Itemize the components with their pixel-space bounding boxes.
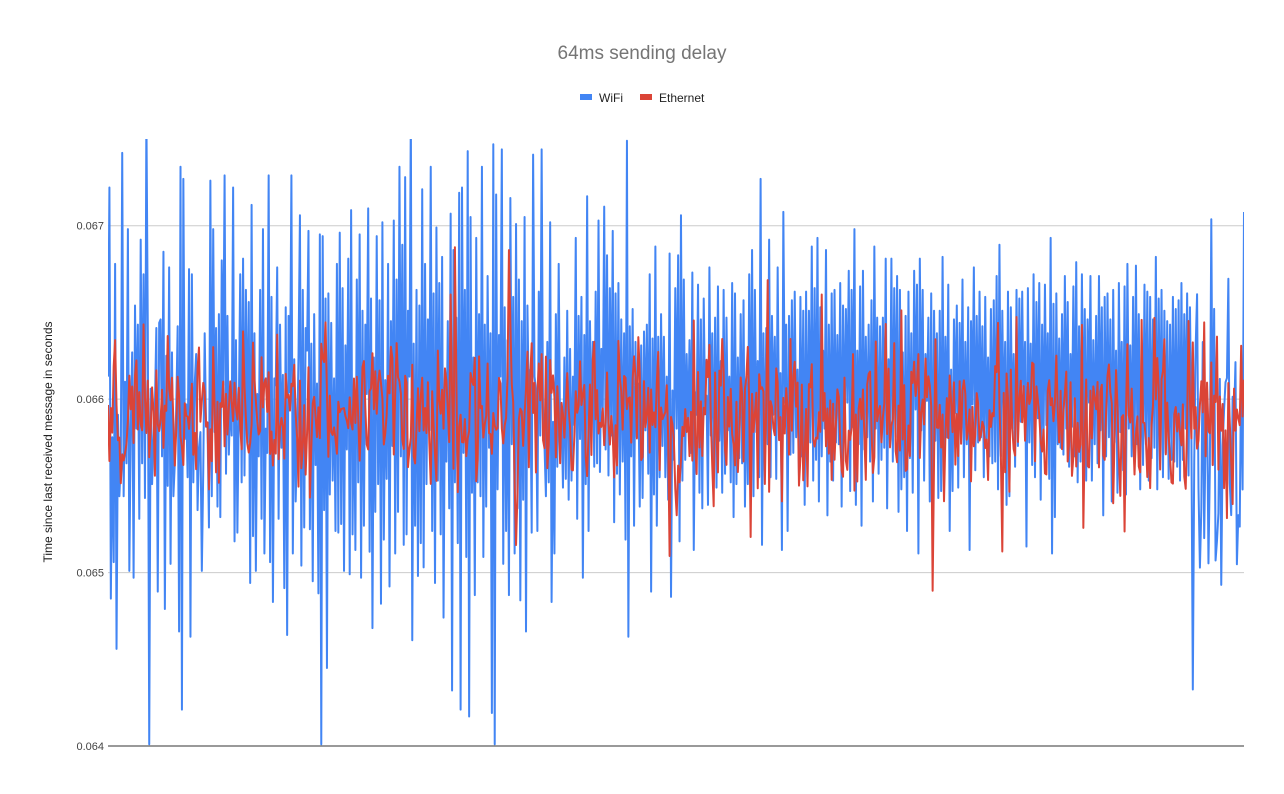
- y-tick-label: 0.067: [76, 221, 104, 233]
- y-axis-label: Time since last received message in seco…: [41, 322, 55, 563]
- y-tick-label: 0.065: [76, 568, 104, 580]
- legend: WiFi Ethernet: [580, 91, 705, 105]
- legend-label-wifi: WiFi: [599, 91, 623, 105]
- y-tick-label: 0.064: [76, 741, 104, 753]
- series-lines: [108, 139, 1244, 746]
- legend-label-ethernet: Ethernet: [659, 91, 705, 105]
- legend-swatch-ethernet: [640, 94, 652, 100]
- series-line-ethernet: [108, 246, 1244, 592]
- chart-title: 64ms sending delay: [558, 43, 727, 64]
- y-tick-label: 0.066: [76, 394, 104, 406]
- y-tick-labels: 0.064 0.065 0.066 0.067: [76, 221, 104, 753]
- legend-swatch-wifi: [580, 94, 592, 100]
